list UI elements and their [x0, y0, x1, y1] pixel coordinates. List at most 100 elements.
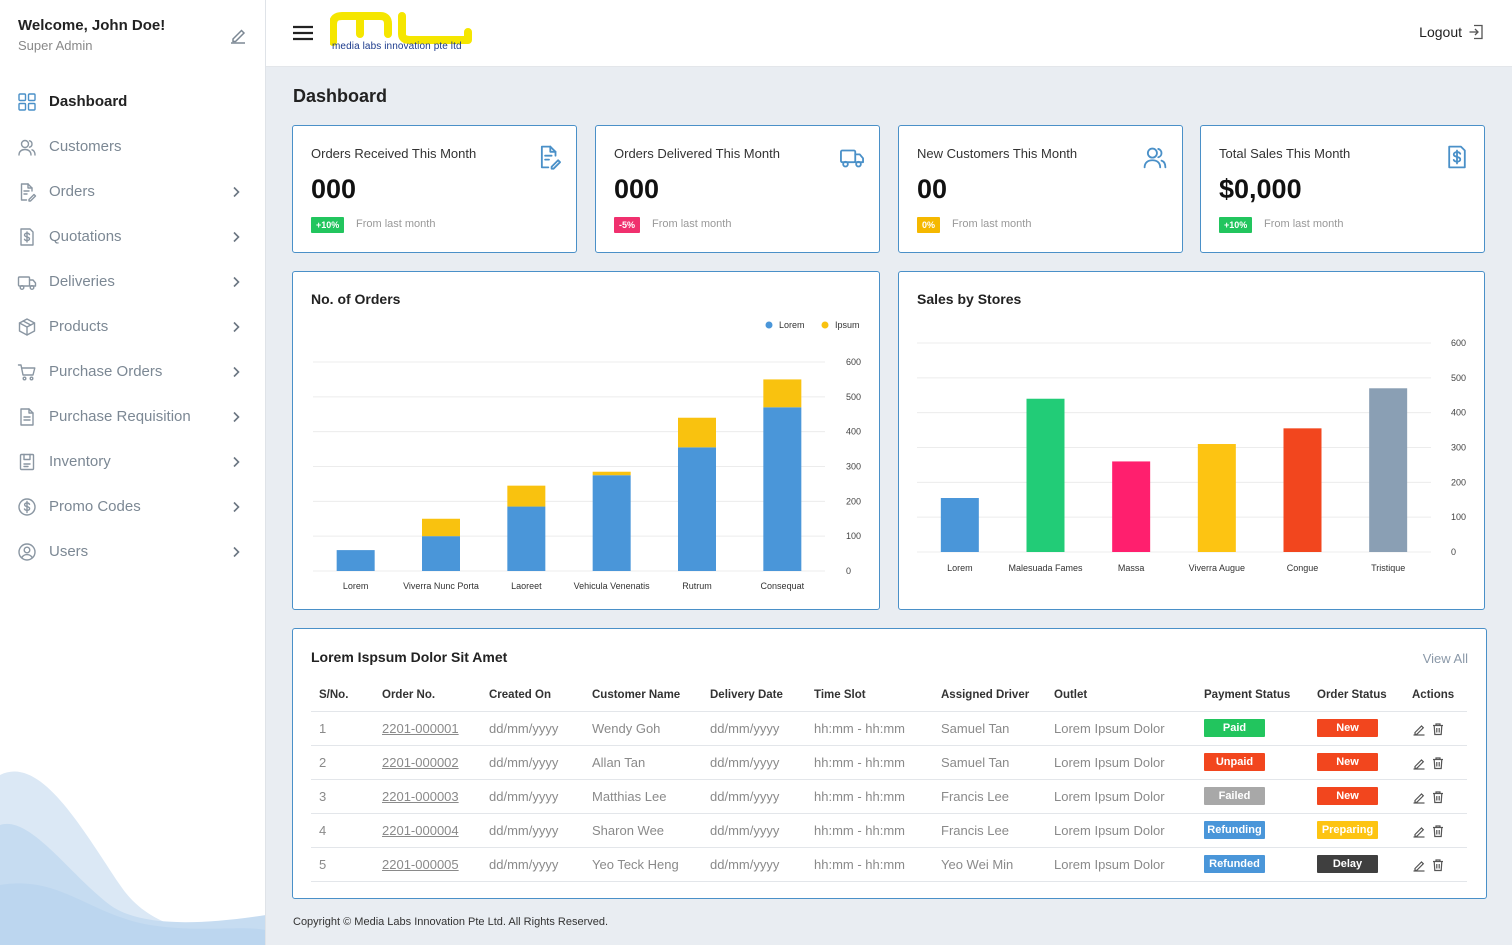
cell-customer: Sharon Wee: [584, 813, 702, 848]
x-tick-label: Consequat: [761, 581, 805, 591]
page-title: Dashboard: [293, 86, 388, 106]
payment-status-badge: Refunding: [1204, 821, 1265, 839]
sidebar-item-label: Deliveries: [49, 273, 115, 290]
column-header: Actions: [1404, 679, 1467, 712]
sidebar-item-label: Products: [49, 318, 109, 335]
order-link[interactable]: 2201-000005: [382, 856, 459, 872]
cell-actions: [1404, 711, 1467, 746]
cell-delivery-date: dd/mm/yyyy: [702, 779, 806, 814]
stat-change-badge: 0%: [917, 217, 941, 233]
edit-icon[interactable]: [1412, 722, 1426, 736]
user-circle-icon: [17, 542, 37, 562]
edit-icon[interactable]: [1412, 824, 1426, 838]
edit-profile-icon[interactable]: [228, 26, 248, 46]
delete-icon[interactable]: [1431, 722, 1445, 736]
logout-button[interactable]: Logout: [1419, 24, 1484, 40]
cell-driver: Francis Lee: [933, 813, 1046, 848]
y-tick-label: 400: [846, 427, 861, 437]
y-tick-label: 400: [1451, 408, 1466, 418]
bar-lorem: [336, 550, 375, 571]
legend-label: Ipsum: [835, 320, 860, 330]
truck-icon: [17, 272, 37, 292]
bar-ipsum: [507, 485, 546, 507]
cell-outlet: Lorem Ipsum Dolor: [1046, 779, 1196, 814]
bar: [940, 498, 979, 552]
sidebar-item-purchase-requisition[interactable]: Purchase Requisition: [0, 394, 265, 439]
delete-icon[interactable]: [1431, 824, 1445, 838]
table-row: 4 2201-000004 dd/mm/yyyy Sharon Wee dd/mm/yy…: [311, 813, 1467, 848]
x-tick-label: Tristique: [1371, 563, 1405, 573]
view-all-link[interactable]: View All: [1422, 651, 1468, 666]
y-tick-label: 200: [846, 496, 861, 506]
sidebar-item-deliveries[interactable]: Deliveries: [0, 259, 265, 304]
orders-chart: 0 100 200 300 400 500 600 Lorem Viverra Nunc Por…: [313, 320, 861, 591]
y-tick-label: 300: [1451, 443, 1466, 453]
sidebar-item-promo-codes[interactable]: Promo Codes: [0, 484, 265, 529]
cell-created-on: dd/mm/yyyy: [481, 711, 584, 746]
order-link[interactable]: 2201-000003: [382, 788, 459, 804]
cell-customer: Yeo Teck Heng: [584, 847, 702, 882]
stat-card: Orders Received This Month 000 +10% From la…: [292, 125, 577, 253]
cell-sno: 2: [311, 745, 374, 780]
cart-icon: [17, 362, 37, 382]
cell-order-no: 2201-000001: [374, 711, 481, 746]
column-header: Order Status: [1309, 679, 1404, 712]
stat-from-label: From last month: [652, 218, 732, 230]
delete-icon[interactable]: [1431, 756, 1445, 770]
cell-actions: [1404, 847, 1467, 882]
cell-customer: Wendy Goh: [584, 711, 702, 746]
hamburger-menu-icon[interactable]: [292, 24, 314, 42]
bar-lorem: [678, 447, 716, 571]
table-title: Lorem Ispsum Dolor Sit Amet: [311, 649, 508, 665]
y-tick-label: 500: [846, 392, 861, 402]
sidebar-item-orders[interactable]: Orders: [0, 169, 265, 214]
stat-title: Total Sales This Month: [1219, 146, 1351, 161]
bar-ipsum: [678, 417, 716, 448]
box-icon: [17, 317, 37, 337]
order-link[interactable]: 2201-000002: [382, 754, 459, 770]
edit-icon[interactable]: [1412, 858, 1426, 872]
cell-driver: Francis Lee: [933, 779, 1046, 814]
edit-icon[interactable]: [1412, 756, 1426, 770]
sidebar-item-dashboard[interactable]: Dashboard: [0, 79, 265, 124]
sidebar-item-label: Dashboard: [49, 93, 128, 110]
user-block: Welcome, John Doe! Super Admin: [18, 17, 165, 53]
logout-label: Logout: [1419, 24, 1462, 40]
delete-icon[interactable]: [1431, 858, 1445, 872]
sidebar-item-inventory[interactable]: Inventory: [0, 439, 265, 484]
delete-icon[interactable]: [1431, 790, 1445, 804]
sidebar-item-users[interactable]: Users: [0, 529, 265, 574]
cell-outlet: Lorem Ipsum Dolor: [1046, 745, 1196, 780]
cell-driver: Yeo Wei Min: [933, 847, 1046, 882]
y-tick-label: 0: [846, 566, 851, 576]
order-link[interactable]: 2201-000001: [382, 720, 459, 736]
x-tick-label: Viverra Nunc Porta: [403, 581, 479, 591]
payment-status-badge: Unpaid: [1204, 753, 1265, 771]
user-welcome: Welcome, John Doe!: [18, 17, 166, 34]
y-tick-label: 300: [846, 462, 861, 472]
brand-logo: [330, 12, 472, 46]
sidebar-item-products[interactable]: Products: [0, 304, 265, 349]
cell-driver: Samuel Tan: [933, 745, 1046, 780]
order-link[interactable]: 2201-000004: [382, 822, 459, 838]
sidebar-item-purchase-orders[interactable]: Purchase Orders: [0, 349, 265, 394]
stat-change-badge: +10%: [1219, 217, 1253, 233]
cell-actions: [1404, 779, 1467, 814]
orders-chart-title: No. of Orders: [311, 291, 401, 307]
sidebar-nav: Dashboard Customers Orders Quotations Delive…: [0, 79, 265, 574]
cell-payment-status: Paid: [1196, 711, 1309, 746]
chevron-right-icon: [228, 499, 244, 515]
cell-time-slot: hh:mm - hh:mm: [806, 711, 933, 746]
sidebar-item-label: Users: [49, 543, 89, 560]
sidebar-item-quotations[interactable]: Quotations: [0, 214, 265, 259]
cell-driver: Samuel Tan: [933, 711, 1046, 746]
bar: [1369, 388, 1408, 552]
cell-delivery-date: dd/mm/yyyy: [702, 847, 806, 882]
y-tick-label: 200: [1451, 477, 1466, 487]
top-bar: media labs innovation pte ltd Logout: [266, 0, 1512, 67]
order-status-badge: New: [1317, 753, 1378, 771]
cell-actions: [1404, 813, 1467, 848]
sidebar-item-customers[interactable]: Customers: [0, 124, 265, 169]
bar-lorem: [592, 475, 631, 571]
edit-icon[interactable]: [1412, 790, 1426, 804]
